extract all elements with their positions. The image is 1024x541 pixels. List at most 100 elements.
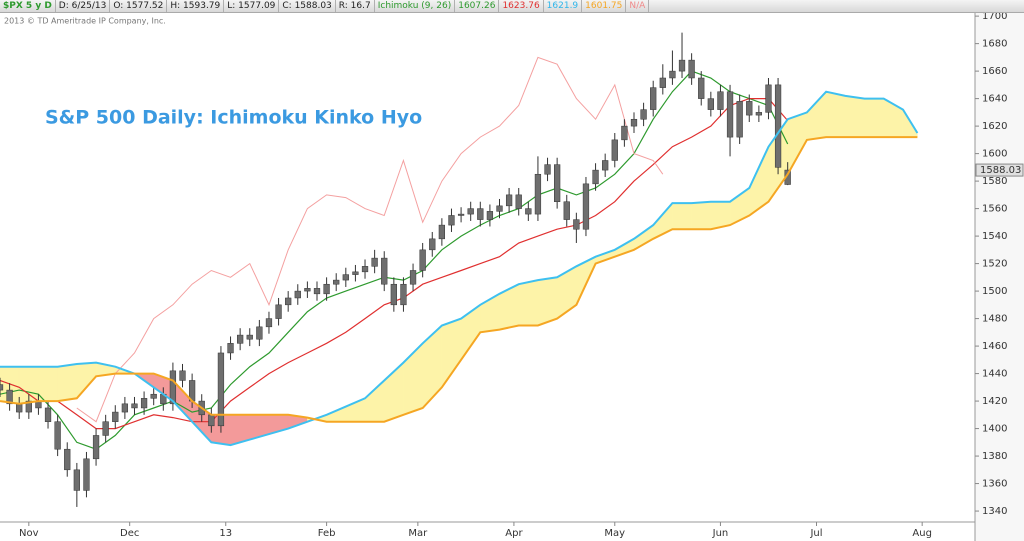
x-tick-label: Aug [912,528,932,539]
y-tick-label: 1340 [982,506,1007,517]
candle-body [688,59,695,79]
candle-body [640,109,647,120]
y-tick-label: 1620 [982,121,1007,132]
candle-body [208,414,215,427]
candle-body [217,352,225,427]
y-tick-label: 1700 [982,11,1007,22]
candle-body [246,334,253,340]
candle-body [717,91,724,110]
candle-body [457,213,465,216]
candle-body [150,393,157,399]
y-tick-label: 1460 [982,341,1007,352]
candle-body [131,403,138,409]
candle-body [112,411,119,422]
candle-body [765,84,772,113]
y-tick-label: 1540 [982,231,1007,242]
candle-body [563,201,570,220]
toolbar: $PX 5 y D D: 6/25/13 O: 1577.52 H: 1593.79 L… [0,0,1024,13]
candle-body [352,271,359,275]
cloud-fill [364,379,385,422]
y-tick-label: 1440 [982,369,1007,380]
candle-body [313,288,321,295]
candle-body [390,283,397,306]
candle-body [409,270,417,285]
toolbar-field: N/A [626,0,650,12]
toolbar-field: 1601.75 [582,0,627,12]
cloud-fill [864,98,884,138]
candle-body [486,211,494,220]
y-tick-label: 1640 [982,94,1007,105]
x-tick-label: Apr [505,528,523,539]
x-tick-label: Dec [120,528,139,539]
candle-body [44,407,52,422]
candle-body [419,249,426,271]
toolbar-field: R: 16.7 [336,0,375,12]
candle-body [774,84,782,168]
cloud-fill [672,202,692,230]
candle-body [746,101,753,116]
toolbar-field: 1621.9 [544,0,583,12]
candle-body [275,304,282,319]
y-tick-label: 1600 [982,149,1007,160]
candle-body [525,208,532,215]
candle-body [477,208,484,220]
candle-body [323,283,330,295]
candle-body [429,238,436,251]
cloud-fill [825,91,846,138]
y-tick-label: 1580 [982,176,1007,187]
cloud-fill [691,201,712,230]
candle-body [602,160,609,171]
candle-body [650,87,657,110]
cloud-fill [806,91,827,141]
candle-body [554,164,561,202]
y-tick-label: 1560 [982,204,1007,215]
chart-title: S&P 500 Daily: Ichimoku Kinko Hyo [45,107,422,129]
candle-body [515,194,522,209]
candle-body [6,389,13,405]
candle-body [237,334,244,344]
candle-body [265,318,273,328]
candle-body [707,98,714,110]
y-tick-label: 1400 [982,424,1007,435]
candle-body [285,297,292,306]
candle-body [659,77,666,88]
cloud-fill [57,363,78,402]
toolbar-field: L: 1577.09 [224,0,280,12]
last-price-label: 1588.03 [980,165,1021,176]
cloud-fill [518,279,539,326]
candle-body [361,266,369,273]
cloud-fill [460,304,481,361]
candle-body [54,421,61,450]
candle-body [505,194,513,207]
candle-body [16,403,23,413]
cloud-fill [38,366,58,402]
candle-body [73,469,80,491]
candle-body [83,458,90,491]
last-price-tag [975,163,1024,177]
candle-body [630,118,638,127]
y-tick-label: 1360 [982,479,1007,490]
candle-body [496,205,503,212]
candle-body [467,208,474,215]
candle-body [573,219,580,230]
toolbar-field: O: 1577.52 [110,0,168,12]
candle-body [371,257,378,267]
candle-body [726,91,734,138]
candle-body [400,283,407,306]
candle-body [381,257,388,285]
x-tick-label: 13 [219,528,232,539]
candle-body [678,59,686,72]
candle-body [582,183,590,230]
y-tick-label: 1500 [982,286,1007,297]
candle-body [92,435,100,460]
toolbar-field: H: 1593.79 [167,0,225,12]
toolbar-field: Ichimoku (9, 26) [375,0,456,12]
candle-body [544,164,551,175]
y-tick-label: 1660 [982,66,1007,77]
candle-body [179,370,186,381]
y-tick-label: 1380 [982,451,1007,462]
y-axis-panel [975,12,1024,541]
x-tick-label: Mar [408,528,428,539]
candle-body [611,139,618,161]
